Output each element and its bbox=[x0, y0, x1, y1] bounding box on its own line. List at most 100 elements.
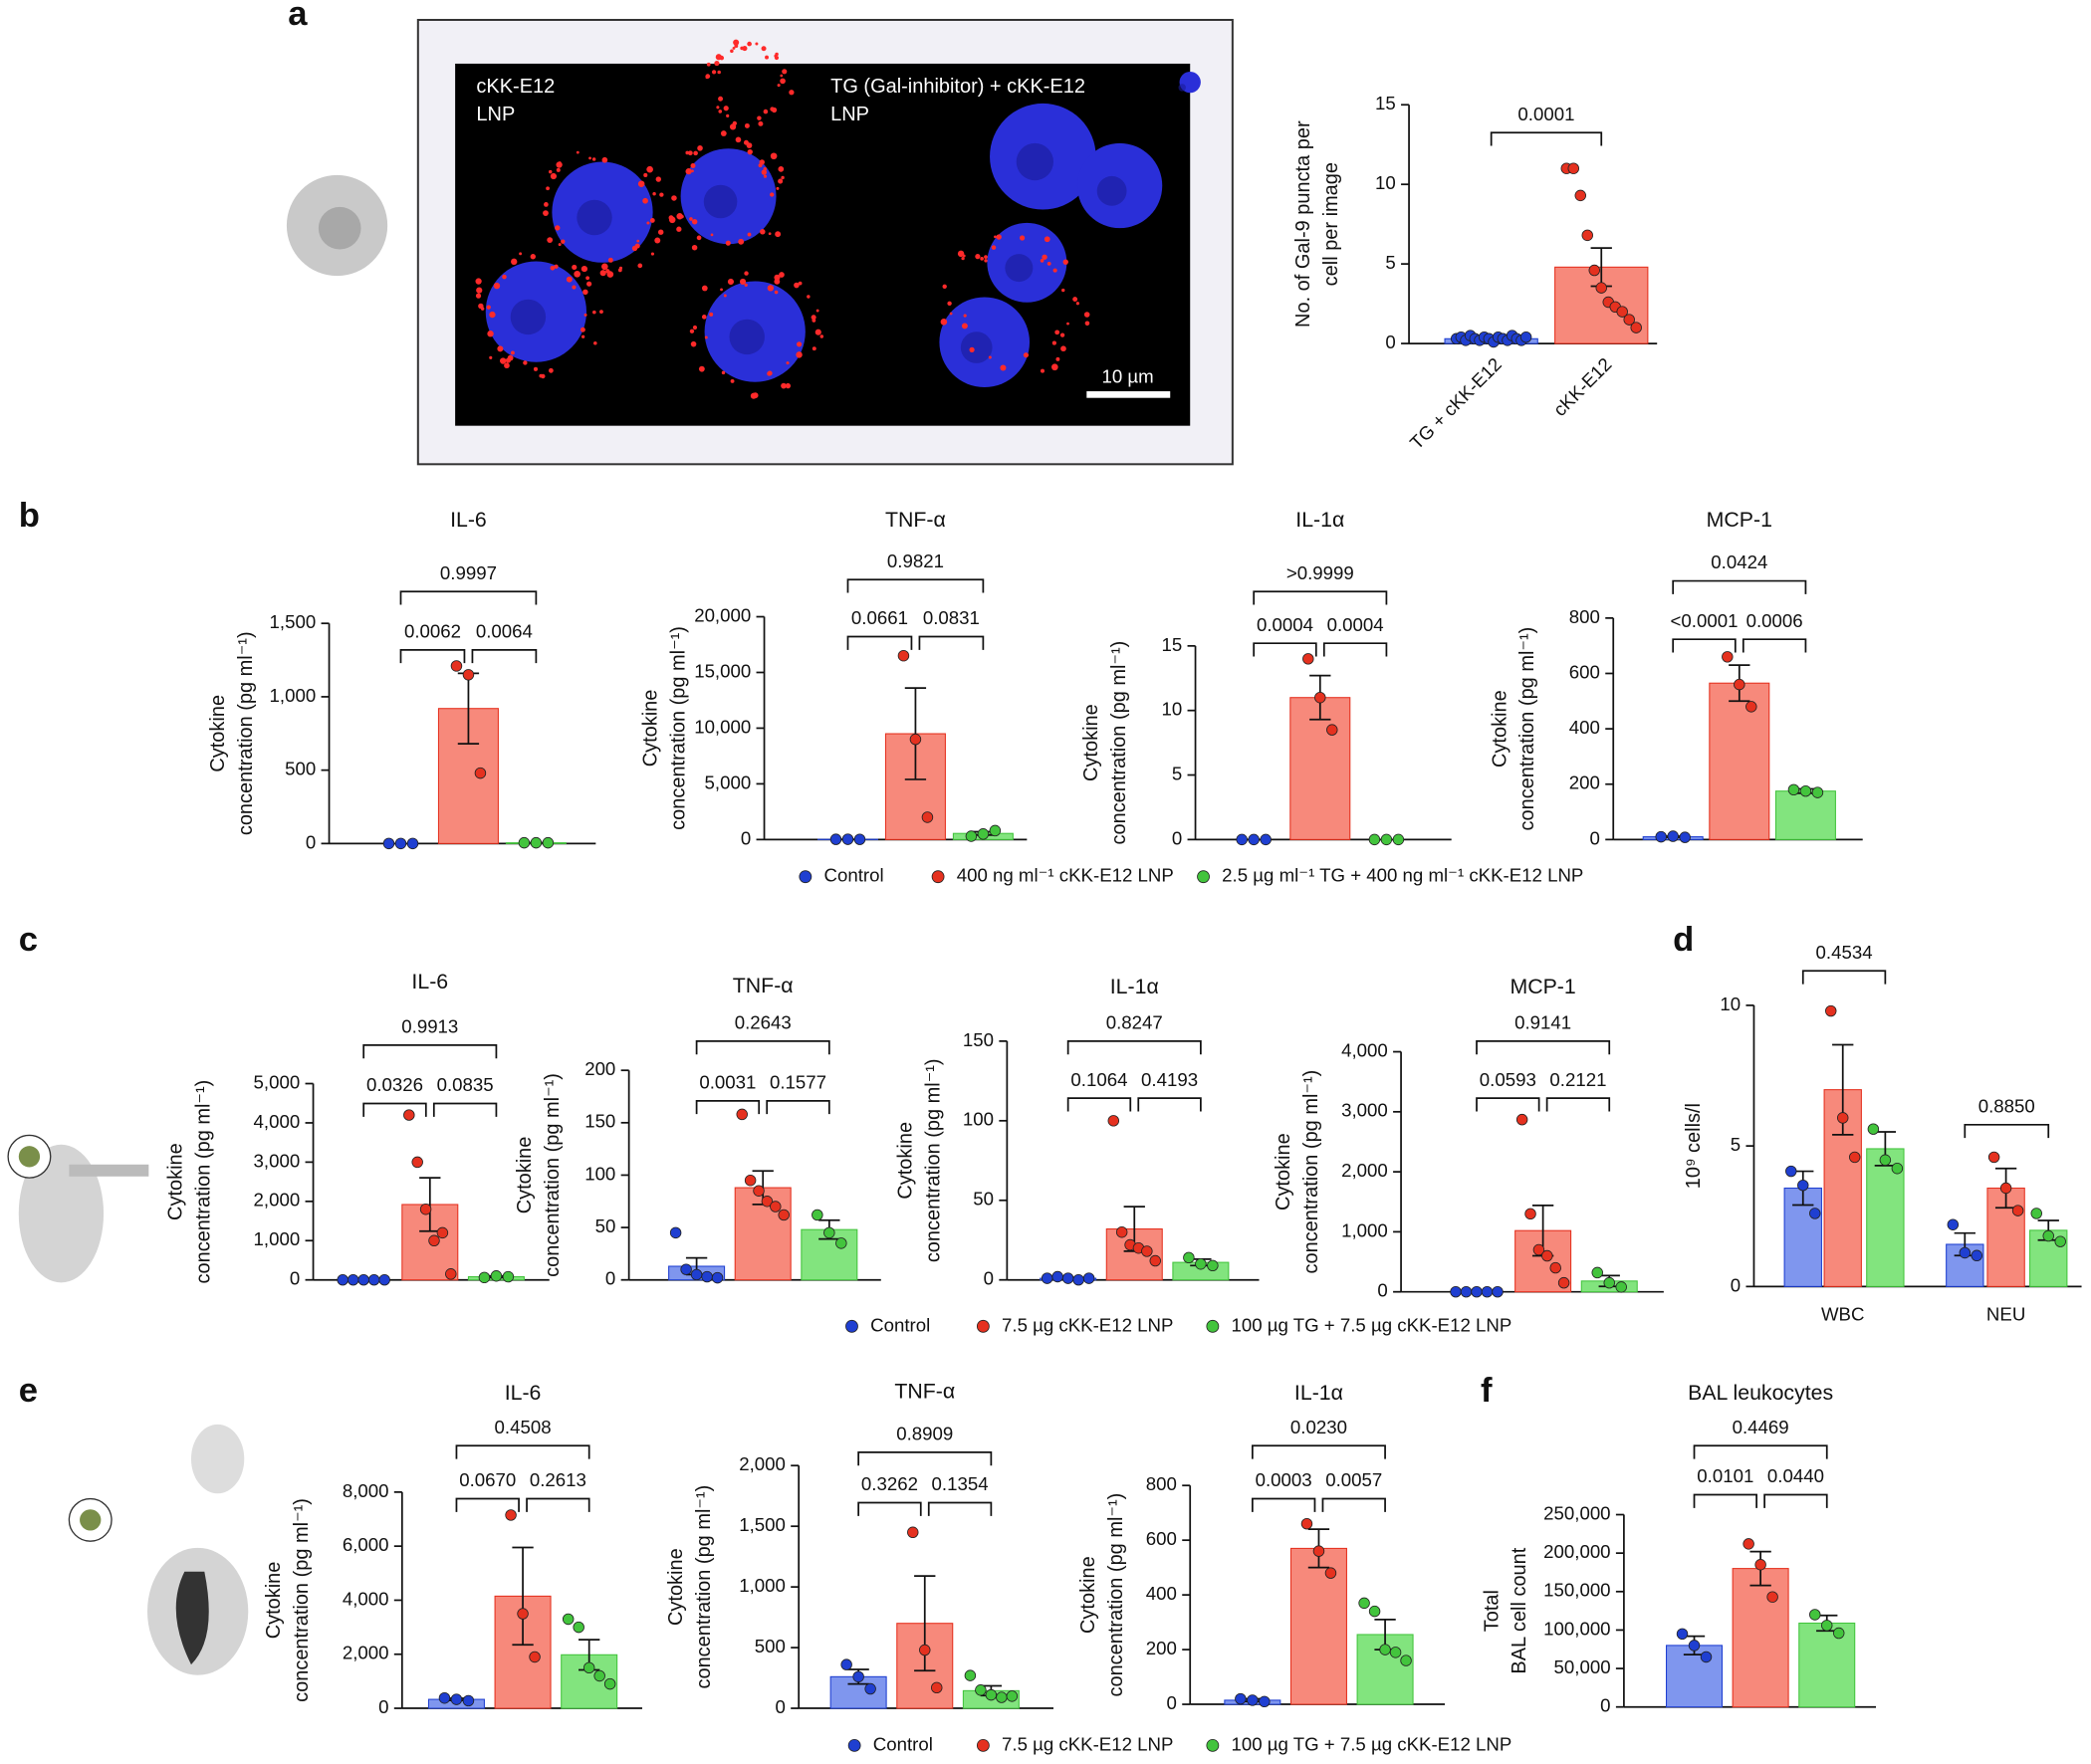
puncta bbox=[566, 276, 573, 283]
data-point bbox=[1574, 189, 1586, 202]
data-point bbox=[1766, 1591, 1778, 1603]
data-point bbox=[977, 828, 990, 840]
data-point bbox=[1971, 1249, 1983, 1262]
significance-bracket bbox=[857, 1501, 922, 1516]
puncta bbox=[689, 217, 693, 221]
y-tick-label: 0 bbox=[1167, 1692, 1177, 1713]
puncta bbox=[550, 172, 558, 180]
data-point bbox=[1259, 1695, 1271, 1708]
data-point bbox=[530, 836, 543, 849]
significance-bracket bbox=[1672, 579, 1807, 594]
puncta bbox=[757, 115, 762, 120]
y-axis-label: Cytokine bbox=[640, 690, 662, 768]
puncta bbox=[478, 303, 484, 310]
y-tick-label: 0 bbox=[306, 831, 316, 852]
data-point bbox=[778, 1209, 790, 1221]
y-tick-label: 0 bbox=[1377, 1280, 1387, 1301]
puncta bbox=[507, 354, 514, 361]
data-point bbox=[450, 1693, 463, 1705]
legend-label: Control bbox=[870, 1314, 930, 1335]
y-tick-label: 50 bbox=[973, 1189, 994, 1210]
significance-bracket bbox=[526, 1497, 590, 1512]
data-point bbox=[1532, 1243, 1545, 1256]
puncta bbox=[497, 345, 504, 352]
nucleolus bbox=[1005, 254, 1034, 283]
puncta bbox=[725, 240, 731, 246]
significance-bracket bbox=[1964, 1123, 2050, 1139]
puncta bbox=[1044, 236, 1050, 243]
image-label: LNP bbox=[830, 104, 869, 125]
puncta bbox=[649, 218, 655, 223]
data-point bbox=[445, 1268, 457, 1280]
significance-bracket bbox=[918, 635, 985, 650]
data-point bbox=[1616, 306, 1628, 318]
panel-letter: e bbox=[19, 1372, 38, 1410]
data-point bbox=[1389, 1647, 1402, 1658]
data-point bbox=[573, 1621, 584, 1634]
data-point bbox=[450, 660, 463, 672]
data-point bbox=[562, 1613, 575, 1626]
data-point bbox=[419, 1203, 432, 1215]
puncta bbox=[706, 62, 711, 67]
puncta bbox=[1066, 322, 1069, 326]
puncta bbox=[646, 221, 650, 225]
puncta bbox=[962, 254, 966, 258]
puncta bbox=[701, 315, 707, 320]
data-point bbox=[1492, 1285, 1504, 1298]
puncta bbox=[797, 341, 803, 347]
puncta bbox=[643, 172, 648, 177]
y-tick-label: 5 bbox=[1385, 252, 1395, 273]
puncta bbox=[718, 96, 724, 102]
legend-label: 100 µg TG + 7.5 µg cKK-E12 LNP bbox=[1232, 1314, 1512, 1335]
data-point bbox=[1460, 1285, 1473, 1298]
y-tick-label: 150 bbox=[963, 1029, 994, 1050]
puncta bbox=[693, 150, 698, 156]
puncta bbox=[1062, 259, 1068, 265]
data-point bbox=[840, 1658, 852, 1670]
p-value: 0.0031 bbox=[699, 1071, 756, 1092]
y-axis-label: concentration (pg ml⁻¹) bbox=[1108, 641, 1130, 845]
puncta bbox=[994, 235, 997, 239]
p-value: 0.3262 bbox=[861, 1473, 918, 1494]
puncta bbox=[1060, 345, 1066, 352]
y-tick-label: 0 bbox=[605, 1268, 615, 1289]
legend-marker bbox=[1197, 870, 1210, 884]
data-point bbox=[502, 1270, 515, 1283]
y-axis-label: concentration (pg ml⁻¹) bbox=[291, 1498, 313, 1702]
data-point bbox=[347, 1273, 359, 1286]
significance-bracket bbox=[1322, 642, 1388, 657]
puncta bbox=[961, 323, 968, 330]
p-value: 0.0593 bbox=[1480, 1069, 1536, 1090]
y-tick-label: 0 bbox=[1385, 331, 1395, 352]
data-point bbox=[1300, 1517, 1313, 1530]
puncta bbox=[739, 278, 747, 286]
p-value: 0.9141 bbox=[1514, 1011, 1571, 1032]
legend-label: 7.5 µg cKK-E12 LNP bbox=[1002, 1314, 1173, 1335]
y-tick-label: 150,000 bbox=[1543, 1580, 1610, 1601]
puncta bbox=[763, 174, 768, 178]
significance-bracket bbox=[695, 1040, 830, 1055]
scale-bar bbox=[1086, 391, 1171, 398]
puncta bbox=[655, 176, 661, 182]
puncta bbox=[770, 192, 775, 197]
scale-bar-label: 10 µm bbox=[1102, 366, 1154, 387]
bar bbox=[1289, 1547, 1347, 1705]
y-axis-label: concentration (pg ml⁻¹) bbox=[193, 1080, 215, 1284]
x-tick-label: cKK-E12 bbox=[1549, 353, 1616, 420]
puncta bbox=[1051, 340, 1056, 345]
data-point bbox=[382, 837, 395, 850]
p-value: 0.4193 bbox=[1141, 1069, 1198, 1090]
puncta bbox=[780, 78, 786, 85]
puncta bbox=[961, 256, 965, 261]
y-axis-label: concentration (pg ml⁻¹) bbox=[1516, 627, 1538, 831]
puncta bbox=[685, 150, 690, 155]
puncta bbox=[1019, 235, 1026, 241]
puncta bbox=[544, 202, 549, 207]
puncta bbox=[776, 186, 780, 190]
data-point bbox=[357, 1273, 369, 1286]
puncta bbox=[710, 233, 714, 237]
puncta bbox=[489, 355, 493, 359]
data-point bbox=[603, 1677, 616, 1690]
x-tick-label: TG + cKK-E12 bbox=[1406, 353, 1506, 453]
y-tick-label: 200 bbox=[1569, 772, 1600, 793]
